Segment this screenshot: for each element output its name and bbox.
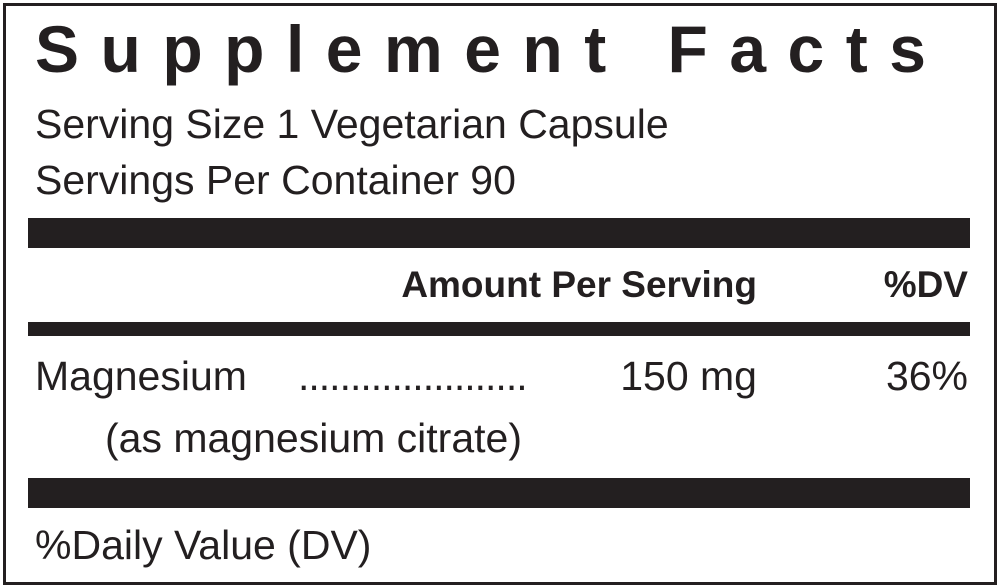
thick-divider-bottom xyxy=(28,478,970,508)
nutrient-name: Magnesium xyxy=(35,353,247,399)
nutrient-dv: 36% xyxy=(885,353,968,399)
footnote: %Daily Value (DV) xyxy=(35,522,372,568)
serving-size: Serving Size 1 Vegetarian Capsule xyxy=(35,101,669,147)
dv-header: %DV xyxy=(883,264,968,305)
servings-per-container: Servings Per Container 90 xyxy=(35,157,516,203)
leader-dots: ...................... xyxy=(298,353,528,399)
amount-header: Amount Per Serving xyxy=(401,264,757,305)
nutrient-amount: 150 mg xyxy=(620,353,757,399)
nutrient-source: (as magnesium citrate) xyxy=(105,415,522,461)
label-title: Supplement Facts xyxy=(35,12,948,86)
label-border xyxy=(3,3,997,585)
medium-divider xyxy=(28,322,970,336)
thick-divider xyxy=(28,218,970,248)
